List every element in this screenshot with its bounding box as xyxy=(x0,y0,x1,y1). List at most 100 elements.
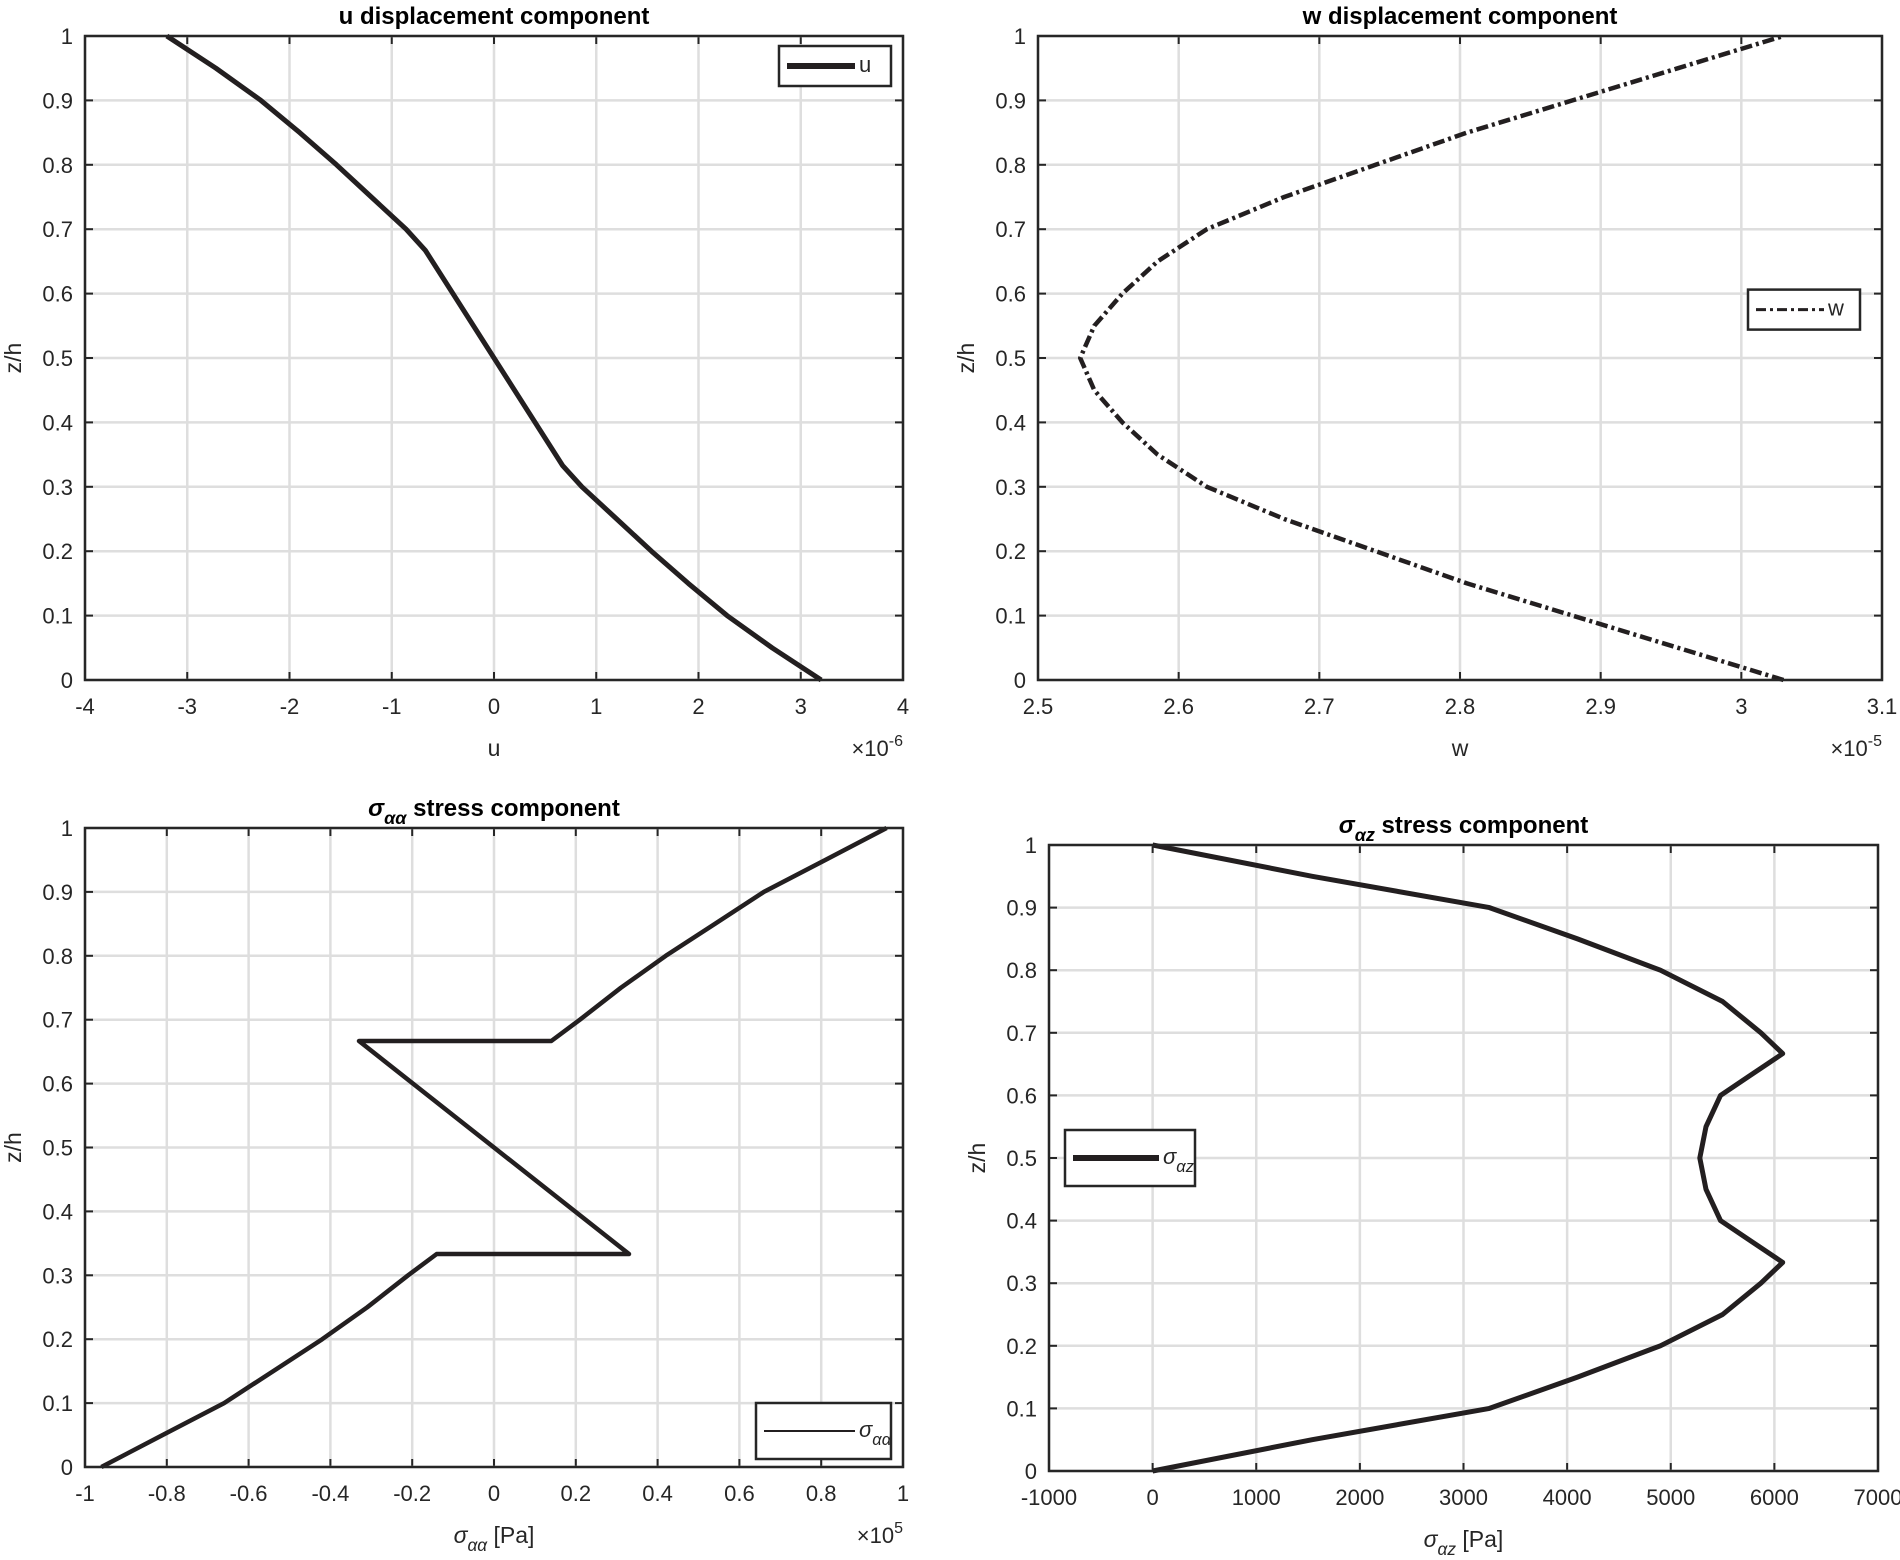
x-tick-label: 7000 xyxy=(1854,1485,1900,1510)
legend-label: u xyxy=(859,52,871,77)
y-axis-label: z/h xyxy=(0,1132,26,1163)
subscript: αα xyxy=(467,1535,488,1555)
subscript: αα xyxy=(384,808,407,828)
text-part: stress component xyxy=(1375,812,1588,839)
axes-box xyxy=(83,34,905,682)
x-tick-label: 2 xyxy=(692,694,704,719)
y-tick-label: 0.2 xyxy=(995,539,1026,564)
x-axis-label: u xyxy=(488,735,501,761)
x-tick-label: 2.9 xyxy=(1585,694,1616,719)
y-tick-label: 0.2 xyxy=(1006,1334,1037,1359)
y-tick-label: 0.3 xyxy=(995,475,1026,500)
axes-box xyxy=(1047,843,1880,1473)
subscript: αz xyxy=(1355,825,1375,845)
x-tick-label: -1 xyxy=(75,1481,95,1506)
x-tick-label: 4 xyxy=(897,694,909,719)
y-tick-label: 0 xyxy=(61,668,73,693)
y-tick-label: 0.4 xyxy=(995,410,1026,435)
text-part: [Pa] xyxy=(1456,1526,1503,1552)
y-tick-label: 0.3 xyxy=(42,1263,73,1288)
series-line-σαα xyxy=(100,826,888,1469)
chart-title: σαz stress component xyxy=(1339,812,1589,845)
y-tick-label: 0.8 xyxy=(42,944,73,969)
x-axis-label: σαα [Pa] xyxy=(454,1522,535,1555)
chart-4: -1000 0 1000 2000 3000 4000 5000 6000 700000.10.… xyxy=(964,812,1900,1559)
legend: σαα xyxy=(754,1401,893,1461)
text-part: u displacement component xyxy=(339,3,650,30)
x-tick-label: 1000 xyxy=(1232,1485,1281,1510)
subscript: αz xyxy=(1438,1539,1457,1559)
multiplier-exponent: 5 xyxy=(894,1520,903,1537)
y-tick-label: 0.7 xyxy=(42,217,73,242)
legend: w xyxy=(1746,288,1862,331)
chart-1: -4 -3 -2 -1 0 1 2 3 4 0 0.1 0.2 0.3 0.4 0.5 0.6 0.7 0.8 0.… xyxy=(0,3,909,761)
y-tick-label: 0.9 xyxy=(42,88,73,113)
x-tick-label: 2.7 xyxy=(1304,694,1335,719)
x-tick-label: 2.5 xyxy=(1023,694,1054,719)
y-tick-label: 0.4 xyxy=(1006,1209,1037,1234)
y-axis-label: z/h xyxy=(0,343,26,374)
x-tick-label: 1 xyxy=(897,1481,909,1506)
x-tick-label: -2 xyxy=(280,694,300,719)
y-tick-label: 0.7 xyxy=(995,217,1026,242)
x-tick-label: -1000 xyxy=(1021,1485,1077,1510)
x-tick-label: -0.4 xyxy=(311,1481,349,1506)
y-tick-label: 0.6 xyxy=(995,282,1026,307)
x-tick-label: -0.2 xyxy=(393,1481,431,1506)
x-tick-label: 3 xyxy=(1735,694,1747,719)
x-tick-label: 2.6 xyxy=(1163,694,1194,719)
chart-2: 2.5 2.6 2.7 2.8 2.9 3 3.1 0 0.1 0.2 0.3 0.4 0.5 0.6 0.… xyxy=(953,3,1897,761)
chart-title: u displacement component xyxy=(339,3,650,30)
x-axis-label: σαz [Pa] xyxy=(1424,1526,1504,1559)
y-tick-label: 0.6 xyxy=(42,282,73,307)
text-part: σ xyxy=(454,1522,469,1548)
axes-box xyxy=(83,826,905,1469)
chart-title: σαα stress component xyxy=(368,795,620,828)
legend: u xyxy=(777,44,893,88)
text-part: u xyxy=(859,52,871,77)
y-tick-label: 0.8 xyxy=(42,153,73,178)
chart-3: -1 -0.8 -0.6 -0.4 -0.2 0 0.2 0.4 0.6 0.8 1 0 0.1 0.2 0… xyxy=(0,795,909,1555)
y-tick-label: 0.4 xyxy=(42,410,73,435)
legend-label: σαz xyxy=(1163,1144,1195,1176)
y-tick-label: 0.6 xyxy=(42,1072,73,1097)
y-tick-label: 1 xyxy=(61,816,73,841)
y-tick-label: 0.6 xyxy=(1006,1083,1037,1108)
subscript: αα xyxy=(872,1431,891,1449)
text-part: σ xyxy=(1163,1144,1177,1169)
y-tick-label: 0.1 xyxy=(995,604,1026,629)
x-tick-label: 1 xyxy=(590,694,602,719)
x-tick-label: -4 xyxy=(75,694,95,719)
multiplier-base: ×10 xyxy=(851,736,888,761)
y-tick-label: 0.7 xyxy=(42,1008,73,1033)
y-tick-label: 0.9 xyxy=(995,88,1026,113)
x-tick-label: 0 xyxy=(488,1481,500,1506)
multiplier-exponent: -6 xyxy=(889,733,903,750)
series-line-w xyxy=(1077,33,1785,683)
y-tick-label: 0.7 xyxy=(1006,1021,1037,1046)
y-tick-label: 1 xyxy=(1014,24,1026,49)
y-tick-label: 0.1 xyxy=(42,1391,73,1416)
y-tick-label: 0.1 xyxy=(1006,1396,1037,1421)
text-part: w displacement component xyxy=(1302,3,1618,30)
x-axis-label: w xyxy=(1451,735,1469,761)
y-tick-label: 0.8 xyxy=(995,153,1026,178)
x-tick-label: 0.4 xyxy=(642,1481,673,1506)
y-axis-label: z/h xyxy=(964,1143,990,1174)
x-multiplier: ×10-5 xyxy=(1830,733,1882,761)
x-tick-label: 0 xyxy=(1147,1485,1159,1510)
y-tick-label: 0 xyxy=(1025,1459,1037,1484)
x-tick-label: 5000 xyxy=(1646,1485,1695,1510)
text-part: σ xyxy=(859,1417,873,1442)
legend: σαz xyxy=(1063,1128,1197,1188)
text-part: w xyxy=(1827,296,1844,321)
legend-label: w xyxy=(1827,296,1844,321)
x-tick-label: 3000 xyxy=(1439,1485,1488,1510)
x-tick-label: 0.6 xyxy=(724,1481,755,1506)
text-part: σ xyxy=(368,795,385,822)
x-tick-label: -0.6 xyxy=(230,1481,268,1506)
text-part: [Pa] xyxy=(487,1522,534,1548)
x-tick-label: 4000 xyxy=(1543,1485,1592,1510)
x-tick-label: 2000 xyxy=(1335,1485,1384,1510)
